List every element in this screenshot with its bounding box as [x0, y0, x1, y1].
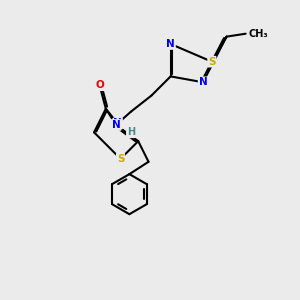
Text: O: O [96, 80, 104, 90]
Text: N: N [199, 77, 207, 87]
Text: H: H [127, 127, 135, 137]
Text: N: N [166, 39, 175, 49]
Text: S: S [117, 154, 124, 164]
Text: S: S [208, 57, 216, 67]
Text: N: N [112, 120, 121, 130]
Text: CH₃: CH₃ [249, 29, 268, 39]
Text: N: N [113, 118, 122, 128]
